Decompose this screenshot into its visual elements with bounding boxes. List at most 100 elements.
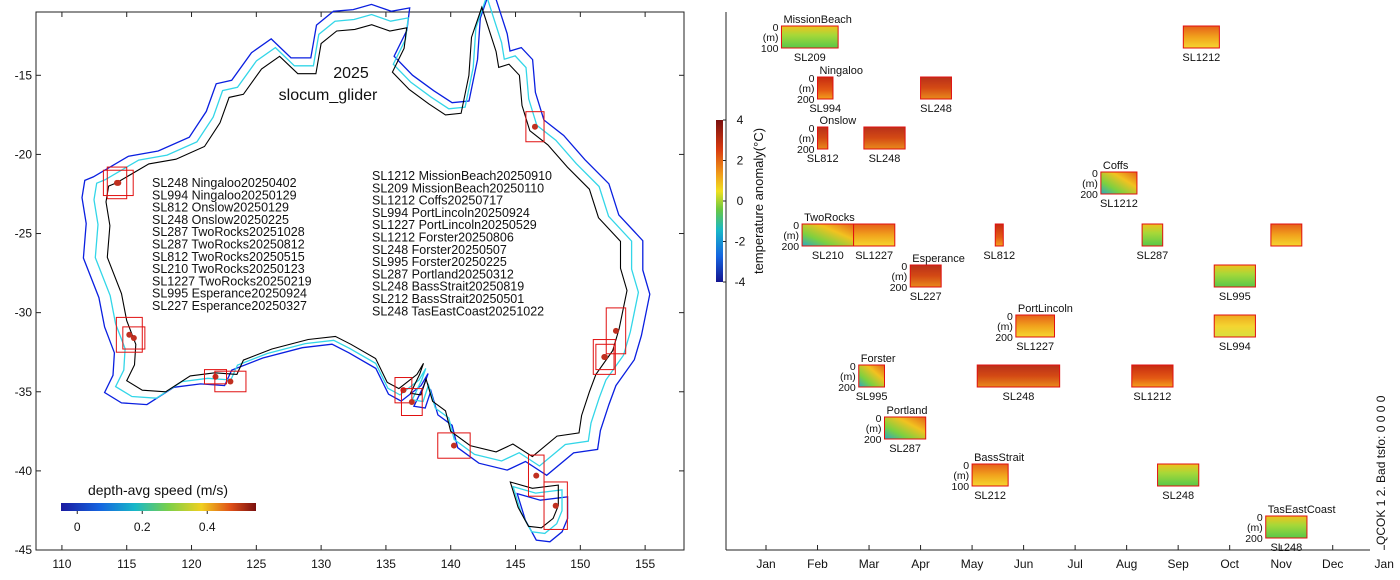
- timeline-month-label: Jul: [1067, 557, 1082, 571]
- site-label: Ningaloo: [820, 65, 863, 77]
- site-label: Coffs: [1103, 160, 1129, 172]
- timeline-month-label: Jan: [756, 557, 775, 571]
- temperature-colorbar: 4 2 0 -2 -4 temperature anomaly(°C): [716, 113, 766, 289]
- anomaly-section: [1015, 314, 1056, 338]
- temperature-colorbar-tick-label: -4: [735, 275, 746, 289]
- depth-top-label: 0: [793, 220, 799, 232]
- glider-track: [612, 327, 619, 334]
- map-xtick-label: 150: [570, 557, 590, 571]
- depth-top-label: 0: [850, 361, 856, 373]
- deployment-entry: SL994 PortLincoln20250924: [372, 206, 530, 220]
- deployment-entry: SL1212 MissionBeach20250910: [372, 169, 552, 183]
- region-box: [214, 370, 247, 393]
- depth-unit-label: (m): [892, 271, 908, 283]
- timeline-row: SL1227 PortLincoln 0(m)200 SL994: [995, 303, 1256, 353]
- map-xtick-label: 120: [182, 557, 202, 571]
- deployment-entry: SL287 TwoRocks20250812: [152, 238, 305, 252]
- glider-label: SL287: [1136, 250, 1168, 262]
- depth-unit-label: (m): [866, 423, 882, 435]
- site-label: Esperance: [912, 253, 965, 265]
- anomaly-section: [853, 223, 896, 247]
- timeline-axes: Jan Feb Mar Apr May Jun Jul Aug Sep Oct Nov Dec Jan: [725, 12, 1394, 571]
- anomaly-section: [858, 364, 885, 388]
- region-box: [400, 388, 423, 417]
- deployment-entry: SL1227 PortLincoln20250529: [372, 218, 537, 232]
- region-box: [605, 307, 627, 355]
- speed-colorbar-tick-label: 0.2: [134, 520, 151, 534]
- anomaly-section: [920, 76, 952, 100]
- region-box: [203, 369, 228, 385]
- depth-top-label: 0: [1257, 512, 1263, 524]
- depth-top-label: 0: [963, 460, 969, 472]
- region-box: [437, 432, 471, 459]
- deployment-entry: SL227 Esperance20250327: [152, 299, 307, 313]
- glider-label: SL248: [1003, 391, 1035, 403]
- deployment-entry: SL248 Onslow20250225: [152, 213, 289, 227]
- depth-unit-label: (m): [953, 470, 969, 482]
- anomaly-section: [1131, 364, 1174, 388]
- map-title-name: slocum_glider: [279, 87, 378, 104]
- speed-colorbar-ticks: 0 0.2 0.4: [74, 511, 216, 534]
- depth-bottom-label: 200: [1245, 533, 1263, 545]
- anomaly-section: [994, 223, 1004, 247]
- region-box: [115, 316, 143, 353]
- temperature-colorbar-tick-label: 2: [737, 154, 744, 168]
- glider-track: [601, 353, 608, 360]
- isobath-shelf-tasmania: [512, 485, 563, 535]
- deployment-entry: SL210 TwoRocks20250123: [152, 262, 305, 276]
- glider-track: [212, 373, 219, 380]
- glider-track: [450, 442, 457, 449]
- timeline-row: SL227 Esperance 0(m)200 SL995: [890, 253, 1256, 303]
- deployment-entry: SL248 Forster20250507: [372, 243, 507, 257]
- glider-label: SL1212: [1100, 198, 1138, 210]
- site-label: TasEastCoast: [1268, 504, 1336, 516]
- region-box: [527, 454, 545, 497]
- anomaly-section: [817, 126, 829, 150]
- glider-track: [531, 123, 538, 130]
- anomaly-section: [1213, 264, 1256, 288]
- temperature-colorbar-gradient: [716, 120, 723, 282]
- timeline-month-label: Feb: [807, 557, 828, 571]
- deployment-entry: SL248 BassStrait20250819: [372, 280, 524, 294]
- deployment-entry: SL1227 TwoRocks20250219: [152, 274, 312, 288]
- speed-colorbar-label: depth-avg speed (m/s): [88, 482, 228, 498]
- map-ytick-label: -30: [15, 306, 33, 320]
- speed-colorbar: depth-avg speed (m/s) 0 0.2 0.4: [61, 482, 256, 534]
- map-ytick-label: -20: [15, 147, 33, 161]
- coastline-tasmania: [509, 481, 559, 529]
- glider-label: SL248: [1270, 542, 1302, 554]
- region-box: [525, 111, 545, 143]
- depth-unit-label: (m): [783, 230, 799, 242]
- timeline-row: SL812 Onslow 0(m)200 SL248: [797, 115, 906, 165]
- depth-unit-label: (m): [763, 32, 779, 44]
- map-xtick-label: 115: [117, 557, 136, 571]
- isobath-deep-tasmania: [516, 492, 569, 543]
- temperature-colorbar-label: temperature anomaly(°C): [751, 128, 766, 274]
- depth-bottom-label: 200: [1080, 189, 1098, 201]
- deployment-entry: SL812 Onslow20250129: [152, 201, 289, 215]
- map-title-year: 2025: [333, 65, 369, 82]
- map-ytick-label: -40: [15, 464, 33, 478]
- depth-top-label: 0: [809, 123, 815, 135]
- timeline-month-label: Oct: [1220, 557, 1239, 571]
- timeline-month-label: Mar: [859, 557, 880, 571]
- glider-track: [408, 399, 415, 406]
- glider-label: SL1212: [1133, 391, 1171, 403]
- glider-label: SL995: [1219, 291, 1251, 303]
- speed-colorbar-gradient: [61, 503, 256, 511]
- map-xtick-label: 155: [635, 557, 655, 571]
- glider-label: SL1227: [855, 250, 893, 262]
- map-ytick-label: -35: [15, 385, 33, 399]
- glider-label: SL212: [974, 490, 1006, 502]
- depth-bottom-label: 200: [797, 94, 815, 106]
- glider-track: [552, 502, 559, 509]
- anomaly-section: [909, 264, 942, 288]
- deployment-entry: SL812 TwoRocks20250515: [152, 250, 305, 264]
- timeline-rows: SL209MissionBeach0(m)100SL1212SL994Ninga…: [761, 14, 1336, 554]
- depth-top-label: 0: [809, 73, 815, 85]
- deployment-entry: SL1212 Forster20250806: [372, 231, 514, 245]
- depth-unit-label: (m): [799, 83, 815, 95]
- map-xtick-label: 135: [376, 557, 396, 571]
